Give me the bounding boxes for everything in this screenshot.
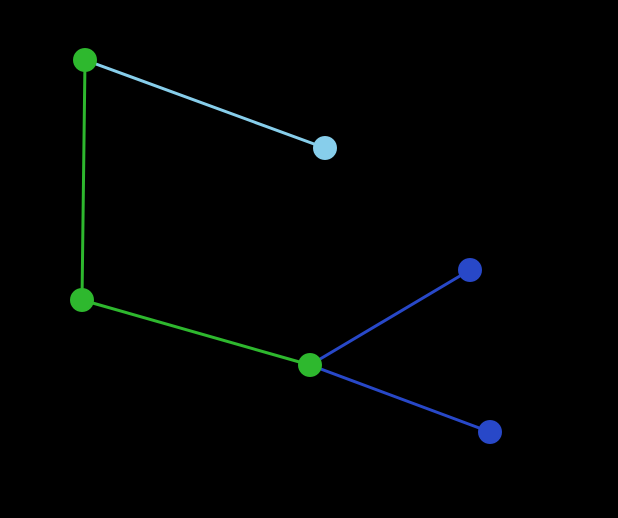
edge-n1-n2 <box>85 60 325 148</box>
node-n6 <box>478 420 502 444</box>
edge-n3-n4 <box>82 300 310 365</box>
edge-n4-n5 <box>310 270 470 365</box>
node-n3 <box>70 288 94 312</box>
node-n1 <box>73 48 97 72</box>
edge-n1-n3 <box>82 60 85 300</box>
network-diagram <box>0 0 618 518</box>
node-n2 <box>313 136 337 160</box>
node-n5 <box>458 258 482 282</box>
nodes-layer <box>70 48 502 444</box>
edge-n4-n6 <box>310 365 490 432</box>
node-n4 <box>298 353 322 377</box>
edges-layer <box>82 60 490 432</box>
